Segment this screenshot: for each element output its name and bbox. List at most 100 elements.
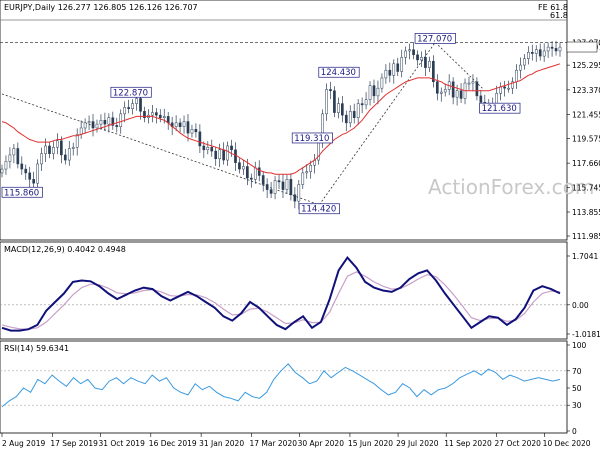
price-annotation-box bbox=[298, 203, 340, 215]
x-tick-label: 16 Dec 2019 bbox=[149, 439, 197, 448]
candle-body bbox=[218, 149, 221, 160]
candle-body bbox=[344, 114, 348, 124]
candle-body bbox=[352, 111, 356, 118]
candle-body bbox=[372, 85, 376, 97]
candle-body bbox=[269, 189, 273, 194]
candle-body bbox=[91, 121, 95, 129]
rsi-tick-label: 30 bbox=[572, 401, 582, 410]
candle-body bbox=[523, 58, 526, 66]
price-annotation-box bbox=[479, 102, 521, 114]
candle-body bbox=[301, 172, 305, 185]
candle-body bbox=[443, 89, 447, 93]
x-tick-label: 17 Sep 2019 bbox=[50, 439, 98, 448]
candle-body bbox=[119, 113, 123, 127]
price-annotation-box bbox=[110, 86, 152, 98]
candle-body bbox=[534, 49, 538, 54]
candle-body bbox=[333, 90, 336, 113]
candle-body bbox=[337, 103, 340, 113]
candle-body bbox=[242, 166, 245, 170]
trendline bbox=[318, 42, 436, 205]
candle-body bbox=[190, 129, 194, 134]
macd-tick-label: 1.7041 bbox=[572, 252, 598, 261]
price-tick-label: 125.295 bbox=[572, 61, 600, 70]
candle-body bbox=[495, 93, 499, 104]
candle-body bbox=[202, 145, 206, 151]
candle-body bbox=[392, 63, 396, 76]
candle-body bbox=[123, 107, 127, 115]
candle-body bbox=[4, 161, 8, 170]
candle-body bbox=[376, 87, 380, 97]
candle-body bbox=[79, 127, 83, 135]
candle-body bbox=[471, 81, 475, 84]
candle-body bbox=[479, 95, 483, 103]
price-panel-header: EURJPY,Daily 126.277 126.805 126.126 126… bbox=[4, 3, 198, 12]
price-annotation-box bbox=[291, 132, 333, 144]
candle-body bbox=[550, 46, 554, 49]
candle-body bbox=[107, 117, 111, 125]
rsi-y-axis: 100 70 50 30 0 bbox=[567, 341, 587, 436]
candle-body bbox=[36, 163, 39, 184]
candle-body bbox=[16, 148, 20, 165]
candle-body bbox=[396, 63, 400, 72]
x-tick-label: 11 Sep 2020 bbox=[444, 439, 492, 448]
candle-body bbox=[277, 180, 281, 183]
candle-body bbox=[285, 179, 289, 190]
price-tick-label: 123.370 bbox=[572, 86, 600, 95]
candle-body bbox=[246, 166, 249, 179]
candle-body bbox=[368, 85, 372, 100]
x-tick-label: 29 Jul 2020 bbox=[396, 439, 439, 448]
candle-body bbox=[546, 46, 550, 52]
candle-body bbox=[12, 148, 16, 156]
price-tick-label: 115.745 bbox=[572, 184, 600, 193]
rsi-panel-frame bbox=[0, 340, 568, 434]
rsi-tick-label: 100 bbox=[572, 341, 587, 350]
macd-tick-label: 0.00 bbox=[572, 301, 589, 310]
candle-body bbox=[135, 98, 138, 104]
x-tick-label: 2 Aug 2019 bbox=[2, 439, 45, 448]
x-tick-label: 27 Oct 2020 bbox=[495, 439, 542, 448]
candle-body bbox=[67, 148, 71, 161]
price-annotations: 115.860 122.870 114.420 119.310 124.430 127.0… bbox=[1, 33, 521, 215]
candle-body bbox=[432, 60, 435, 83]
candle-body bbox=[238, 162, 241, 170]
candle-body bbox=[222, 149, 225, 161]
x-tick-label: 30 Apr 2020 bbox=[298, 439, 345, 448]
trendline bbox=[434, 42, 483, 89]
rsi-panel-header: RSI(14) 59.6341 bbox=[4, 344, 69, 353]
candle-body bbox=[388, 69, 392, 76]
candle-body bbox=[32, 179, 35, 184]
macd-main-line bbox=[1, 255, 561, 332]
candle-body bbox=[439, 91, 443, 94]
candle-body bbox=[95, 123, 99, 129]
candle-body bbox=[131, 103, 134, 109]
candle-body bbox=[325, 89, 328, 115]
candle-body bbox=[435, 81, 439, 94]
price-annotation-label: 119.310 bbox=[294, 134, 329, 144]
candle-body bbox=[329, 89, 332, 92]
candle-body bbox=[40, 153, 43, 165]
candle-body bbox=[75, 134, 79, 148]
candle-body bbox=[63, 154, 67, 161]
candle-body bbox=[554, 48, 558, 52]
candle-body bbox=[281, 181, 285, 190]
candle-body bbox=[384, 69, 388, 79]
candle-body bbox=[289, 179, 293, 195]
candle-body bbox=[20, 163, 24, 170]
watermark: ActionForex.com bbox=[428, 175, 594, 199]
rsi-panel: RSI(14) 59.6341 bbox=[0, 340, 568, 434]
candle-body bbox=[226, 145, 229, 161]
candle-body bbox=[542, 50, 546, 57]
candle-body bbox=[174, 122, 178, 127]
candle-body bbox=[139, 98, 142, 112]
candle-body bbox=[459, 90, 463, 99]
candle-body bbox=[56, 140, 59, 148]
candle-body bbox=[230, 145, 233, 151]
price-panel-frame bbox=[0, 0, 568, 241]
candle-body bbox=[364, 99, 368, 106]
candle-body bbox=[380, 77, 384, 89]
candle-body bbox=[558, 46, 562, 52]
candle-body bbox=[103, 120, 107, 125]
candle-body bbox=[60, 140, 63, 156]
candle-body bbox=[198, 131, 202, 147]
